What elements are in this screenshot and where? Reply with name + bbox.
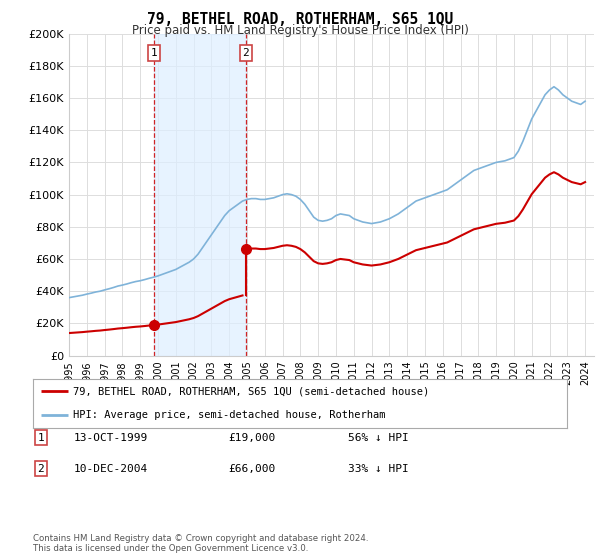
Text: 13-OCT-1999: 13-OCT-1999 xyxy=(74,433,148,443)
Text: 56% ↓ HPI: 56% ↓ HPI xyxy=(347,433,409,443)
Text: 10-DEC-2004: 10-DEC-2004 xyxy=(74,464,148,474)
Text: Contains HM Land Registry data © Crown copyright and database right 2024.: Contains HM Land Registry data © Crown c… xyxy=(33,534,368,543)
Text: This data is licensed under the Open Government Licence v3.0.: This data is licensed under the Open Gov… xyxy=(33,544,308,553)
Text: £19,000: £19,000 xyxy=(229,433,275,443)
Text: £66,000: £66,000 xyxy=(229,464,275,474)
Text: 2: 2 xyxy=(37,464,44,474)
Text: 2: 2 xyxy=(242,48,249,58)
Text: 33% ↓ HPI: 33% ↓ HPI xyxy=(347,464,409,474)
Text: 79, BETHEL ROAD, ROTHERHAM, S65 1QU: 79, BETHEL ROAD, ROTHERHAM, S65 1QU xyxy=(147,12,453,27)
Text: 1: 1 xyxy=(151,48,158,58)
Text: 1: 1 xyxy=(37,433,44,443)
Text: Price paid vs. HM Land Registry's House Price Index (HPI): Price paid vs. HM Land Registry's House … xyxy=(131,24,469,37)
Text: 79, BETHEL ROAD, ROTHERHAM, S65 1QU (semi-detached house): 79, BETHEL ROAD, ROTHERHAM, S65 1QU (sem… xyxy=(73,386,430,396)
Bar xyxy=(154,34,246,356)
Text: HPI: Average price, semi-detached house, Rotherham: HPI: Average price, semi-detached house,… xyxy=(73,410,386,420)
